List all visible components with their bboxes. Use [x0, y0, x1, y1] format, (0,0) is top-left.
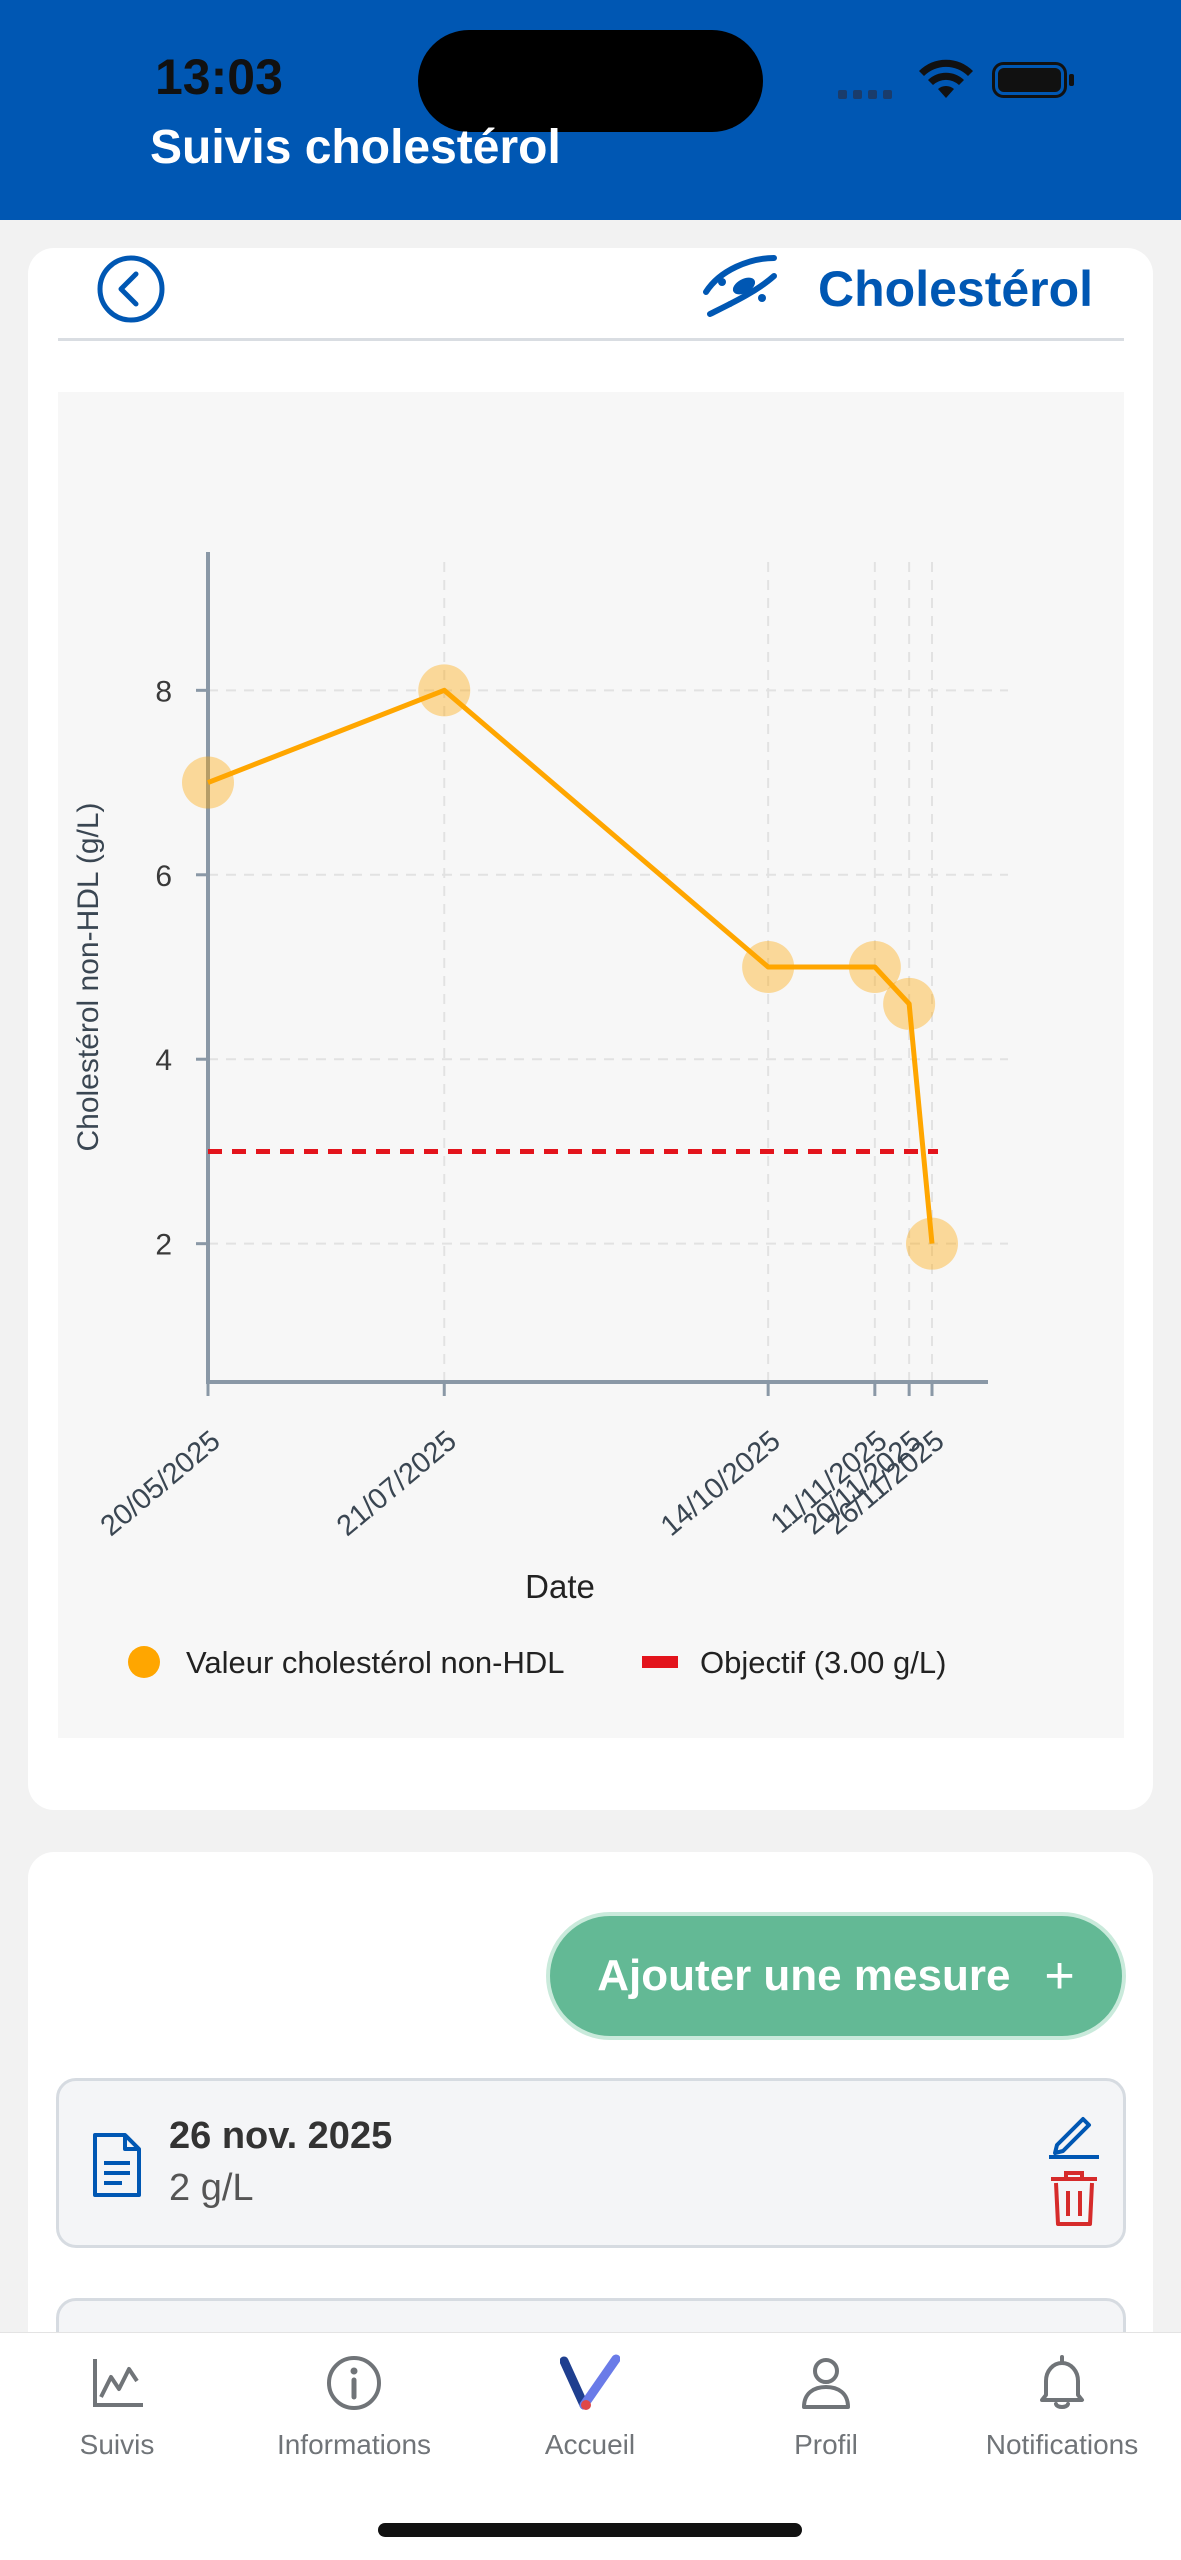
data-point: [906, 1217, 958, 1270]
y-tick-label: 6: [155, 860, 172, 893]
chart-line-icon: [93, 2359, 143, 2407]
wifi-icon: [919, 59, 973, 98]
legend-marker-series: [128, 1646, 160, 1678]
status-time: 13:03: [155, 49, 283, 105]
add-measure-button[interactable]: Ajouter une mesure +: [546, 1912, 1126, 2040]
data-point: [182, 756, 234, 809]
tab-label: Notifications: [985, 2429, 1139, 2460]
tab-suivis[interactable]: Suivis: [2, 2353, 232, 2461]
plus-icon: +: [1044, 1947, 1075, 2005]
info-circle-icon: [327, 2356, 381, 2410]
document-icon: [93, 2133, 141, 2197]
edit-icon[interactable]: [1049, 2109, 1099, 2159]
tab-informations[interactable]: Informations: [239, 2353, 469, 2461]
data-point: [418, 664, 471, 717]
battery-icon: [992, 62, 1074, 98]
tab-notifications[interactable]: Notifications: [947, 2353, 1177, 2461]
legend-marker-target: [642, 1656, 678, 1668]
legend-label-series: Valeur cholestérol non-HDL: [186, 1645, 565, 1680]
tab-profil[interactable]: Profil: [711, 2353, 941, 2461]
add-measure-label: Ajouter une mesure: [597, 1951, 1011, 2000]
person-icon: [802, 2358, 850, 2409]
chart-card-title: Cholestérol: [818, 261, 1094, 317]
tab-label: Informations: [276, 2429, 432, 2460]
x-axis-label: Date: [525, 1568, 595, 1605]
data-point: [742, 941, 795, 993]
x-tick-label: 21/07/2025: [331, 1425, 463, 1543]
back-button[interactable]: [96, 254, 166, 324]
chart-card: Cholestérol 2 4 6 8 20/05/2025 21/07/2025 14/1…: [28, 248, 1153, 1810]
x-tick-label: 14/10/2025: [655, 1425, 787, 1543]
x-tick-label: 20/05/2025: [95, 1425, 227, 1543]
y-tick-label: 8: [155, 675, 172, 708]
chart-area: 2 4 6 8 20/05/2025 21/07/2025 14/10/2025 11/11/…: [58, 392, 1124, 1738]
divider: [58, 338, 1124, 341]
measure-date: 26 nov. 2025: [169, 2115, 393, 2157]
tab-label: Accueil: [544, 2429, 636, 2460]
y-tick-label: 2: [155, 1229, 172, 1262]
home-indicator: [378, 2523, 802, 2537]
tab-bar: Suivis Informations Accueil Profil Notif…: [0, 2332, 1181, 2560]
tab-accueil[interactable]: Accueil: [475, 2353, 705, 2461]
data-point: [883, 977, 936, 1030]
y-tick-label: 4: [155, 1044, 172, 1077]
y-axis-label: Cholestérol non-HDL (g/L): [72, 802, 105, 1151]
series-line: [207, 687, 935, 1244]
tab-label: Profil: [794, 2429, 858, 2460]
measure-item[interactable]: 26 nov. 2025 2 g/L: [56, 2078, 1126, 2248]
data-point: [848, 941, 901, 993]
blood-vessel-icon: [703, 255, 777, 317]
cellular-signal-icon: [838, 86, 898, 104]
dynamic-island: [418, 30, 763, 132]
page-title: Suivis cholestérol: [150, 121, 561, 174]
measure-value: 2 g/L: [169, 2167, 254, 2209]
app-logo-icon: [560, 2354, 620, 2410]
trash-icon[interactable]: [1049, 2169, 1099, 2227]
legend-label-target: Objectif (3.00 g/L): [700, 1645, 946, 1680]
app-header: 13:03 Suivis cholestérol: [0, 0, 1181, 220]
tab-label: Suivis: [79, 2429, 155, 2460]
bell-icon: [1040, 2355, 1084, 2409]
